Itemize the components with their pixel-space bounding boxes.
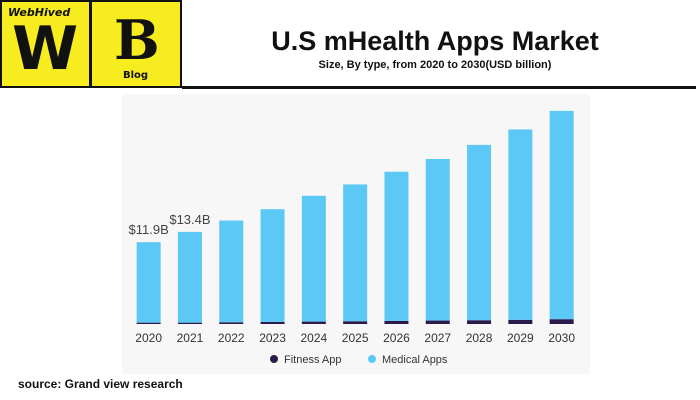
bar-fitness-2028	[467, 320, 492, 324]
x-tick-label-2024: 2024	[300, 331, 327, 345]
bar-medical-2023	[260, 209, 285, 322]
bar-fitness-2023	[260, 321, 285, 324]
x-tick-label-2025: 2025	[342, 331, 369, 345]
x-tick-label-2028: 2028	[466, 331, 493, 345]
bar-medical-2022	[219, 220, 244, 323]
bar-medical-2029	[508, 129, 533, 320]
bar-medical-2020	[136, 242, 161, 323]
legend-swatch-fitness	[270, 355, 278, 363]
x-tick-label-2030: 2030	[548, 331, 575, 345]
x-tick-label-2023: 2023	[259, 331, 286, 345]
legend-label-medical: Medical Apps	[382, 354, 448, 366]
page-subtitle: Size, By type, from 2020 to 2030(USD bil…	[318, 59, 552, 71]
bar-medical-2021	[177, 231, 202, 323]
page-title: U.S mHealth Apps Market	[271, 26, 599, 56]
legend-swatch-medical	[368, 355, 376, 363]
data-label-2021: $13.4B	[169, 212, 210, 227]
stacked-bar-chart: 2020 2021 2022 2023 2024 2025 2026 2027 2028 2029…	[129, 110, 575, 366]
bar-medical-2030	[549, 110, 574, 320]
bar-fitness-2025	[343, 321, 368, 324]
x-tick-label-2022: 2022	[218, 331, 245, 345]
logo-w-letter: W	[12, 14, 79, 84]
x-tick-label-2020: 2020	[135, 331, 162, 345]
logo-left-panel: WebHived W	[2, 2, 92, 86]
logo-b-letter: B	[114, 8, 160, 72]
bar-fitness-2026	[384, 320, 409, 324]
legend-label-fitness: Fitness App	[284, 354, 341, 366]
x-tick-label-2026: 2026	[383, 331, 410, 345]
source-note: source: Grand view research	[18, 377, 183, 391]
bar-medical-2027	[425, 159, 450, 321]
logo-blog-text: Blog	[123, 70, 149, 81]
bar-fitness-2030	[549, 319, 574, 324]
bar-fitness-2029	[508, 319, 533, 324]
bar-medical-2025	[343, 184, 368, 322]
bar-fitness-2024	[301, 321, 326, 324]
header-divider	[182, 86, 696, 89]
bar-medical-2024	[301, 195, 326, 322]
data-label-2020: $11.9B	[129, 222, 169, 237]
chart-panel: 2020 2021 2022 2023 2024 2025 2026 2027 2028 2029…	[122, 94, 590, 374]
brand-logo: WebHived W B Blog	[0, 0, 182, 88]
logo-brand-text: WebHived	[8, 6, 71, 19]
bar-fitness-2027	[425, 320, 450, 324]
x-tick-label-2027: 2027	[424, 331, 451, 345]
bar-fitness-2020	[136, 322, 161, 324]
x-tick-label-2021: 2021	[177, 331, 204, 345]
bar-medical-2028	[467, 144, 492, 321]
x-tick-label-2029: 2029	[507, 331, 534, 345]
bar-medical-2026	[384, 171, 409, 321]
bar-fitness-2022	[219, 322, 244, 324]
bar-fitness-2021	[177, 322, 202, 324]
